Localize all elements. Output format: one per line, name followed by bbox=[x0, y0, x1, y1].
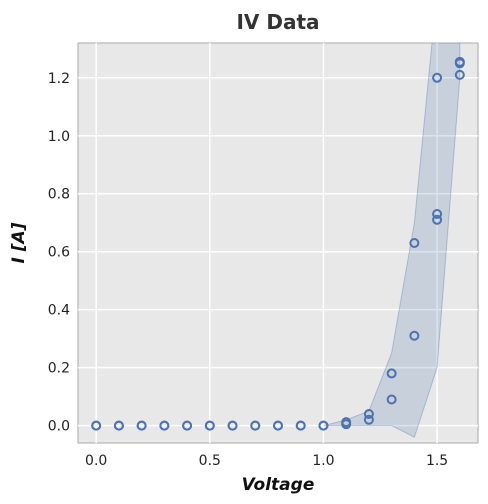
y-axis-label: I [A] bbox=[9, 222, 29, 263]
data-point bbox=[273, 420, 283, 431]
x-axis-ticks: 0.0 0.5 1.0 1.5 bbox=[85, 453, 448, 469]
data-point bbox=[318, 420, 329, 431]
data-point bbox=[409, 238, 420, 248]
x-tick-label: 1.0 bbox=[312, 453, 334, 469]
data-point bbox=[136, 420, 147, 431]
data-point bbox=[341, 417, 352, 428]
data-point bbox=[227, 420, 238, 431]
data-point bbox=[295, 420, 306, 431]
chart-title: IV Data bbox=[236, 10, 319, 34]
data-point bbox=[204, 420, 215, 431]
data-point bbox=[454, 56, 465, 67]
y-axis-ticks: 0.0 0.2 0.4 0.6 0.8 1.0 1.2 bbox=[48, 71, 70, 435]
data-points-layer bbox=[91, 56, 465, 431]
data-point bbox=[409, 330, 420, 341]
x-tick-label: 1.5 bbox=[426, 453, 448, 469]
confidence-band bbox=[323, 43, 461, 438]
x-tick-label: 0.0 bbox=[85, 453, 107, 469]
data-point bbox=[363, 414, 374, 425]
y-tick-label: 0.4 bbox=[48, 303, 70, 319]
data-point bbox=[159, 420, 170, 431]
y-tick-label: 0.0 bbox=[48, 419, 70, 435]
data-point bbox=[250, 420, 261, 431]
data-point bbox=[432, 72, 443, 83]
data-point bbox=[182, 420, 193, 431]
y-tick-label: 1.2 bbox=[48, 71, 70, 87]
grid-lines bbox=[78, 43, 478, 443]
data-point bbox=[91, 420, 102, 431]
data-point bbox=[113, 420, 124, 431]
data-point bbox=[432, 209, 443, 220]
y-tick-label: 0.8 bbox=[48, 187, 70, 203]
data-point bbox=[386, 394, 397, 405]
data-point bbox=[432, 214, 443, 225]
data-point bbox=[386, 368, 397, 379]
y-tick-label: 1.0 bbox=[48, 129, 70, 145]
data-point bbox=[363, 409, 374, 420]
data-point bbox=[454, 69, 465, 80]
y-tick-label: 0.2 bbox=[48, 361, 70, 377]
confidence-band-layer bbox=[323, 43, 461, 438]
y-tick-label: 0.6 bbox=[48, 245, 70, 261]
x-tick-label: 0.5 bbox=[199, 453, 221, 469]
x-axis-label: Voltage bbox=[242, 475, 315, 495]
